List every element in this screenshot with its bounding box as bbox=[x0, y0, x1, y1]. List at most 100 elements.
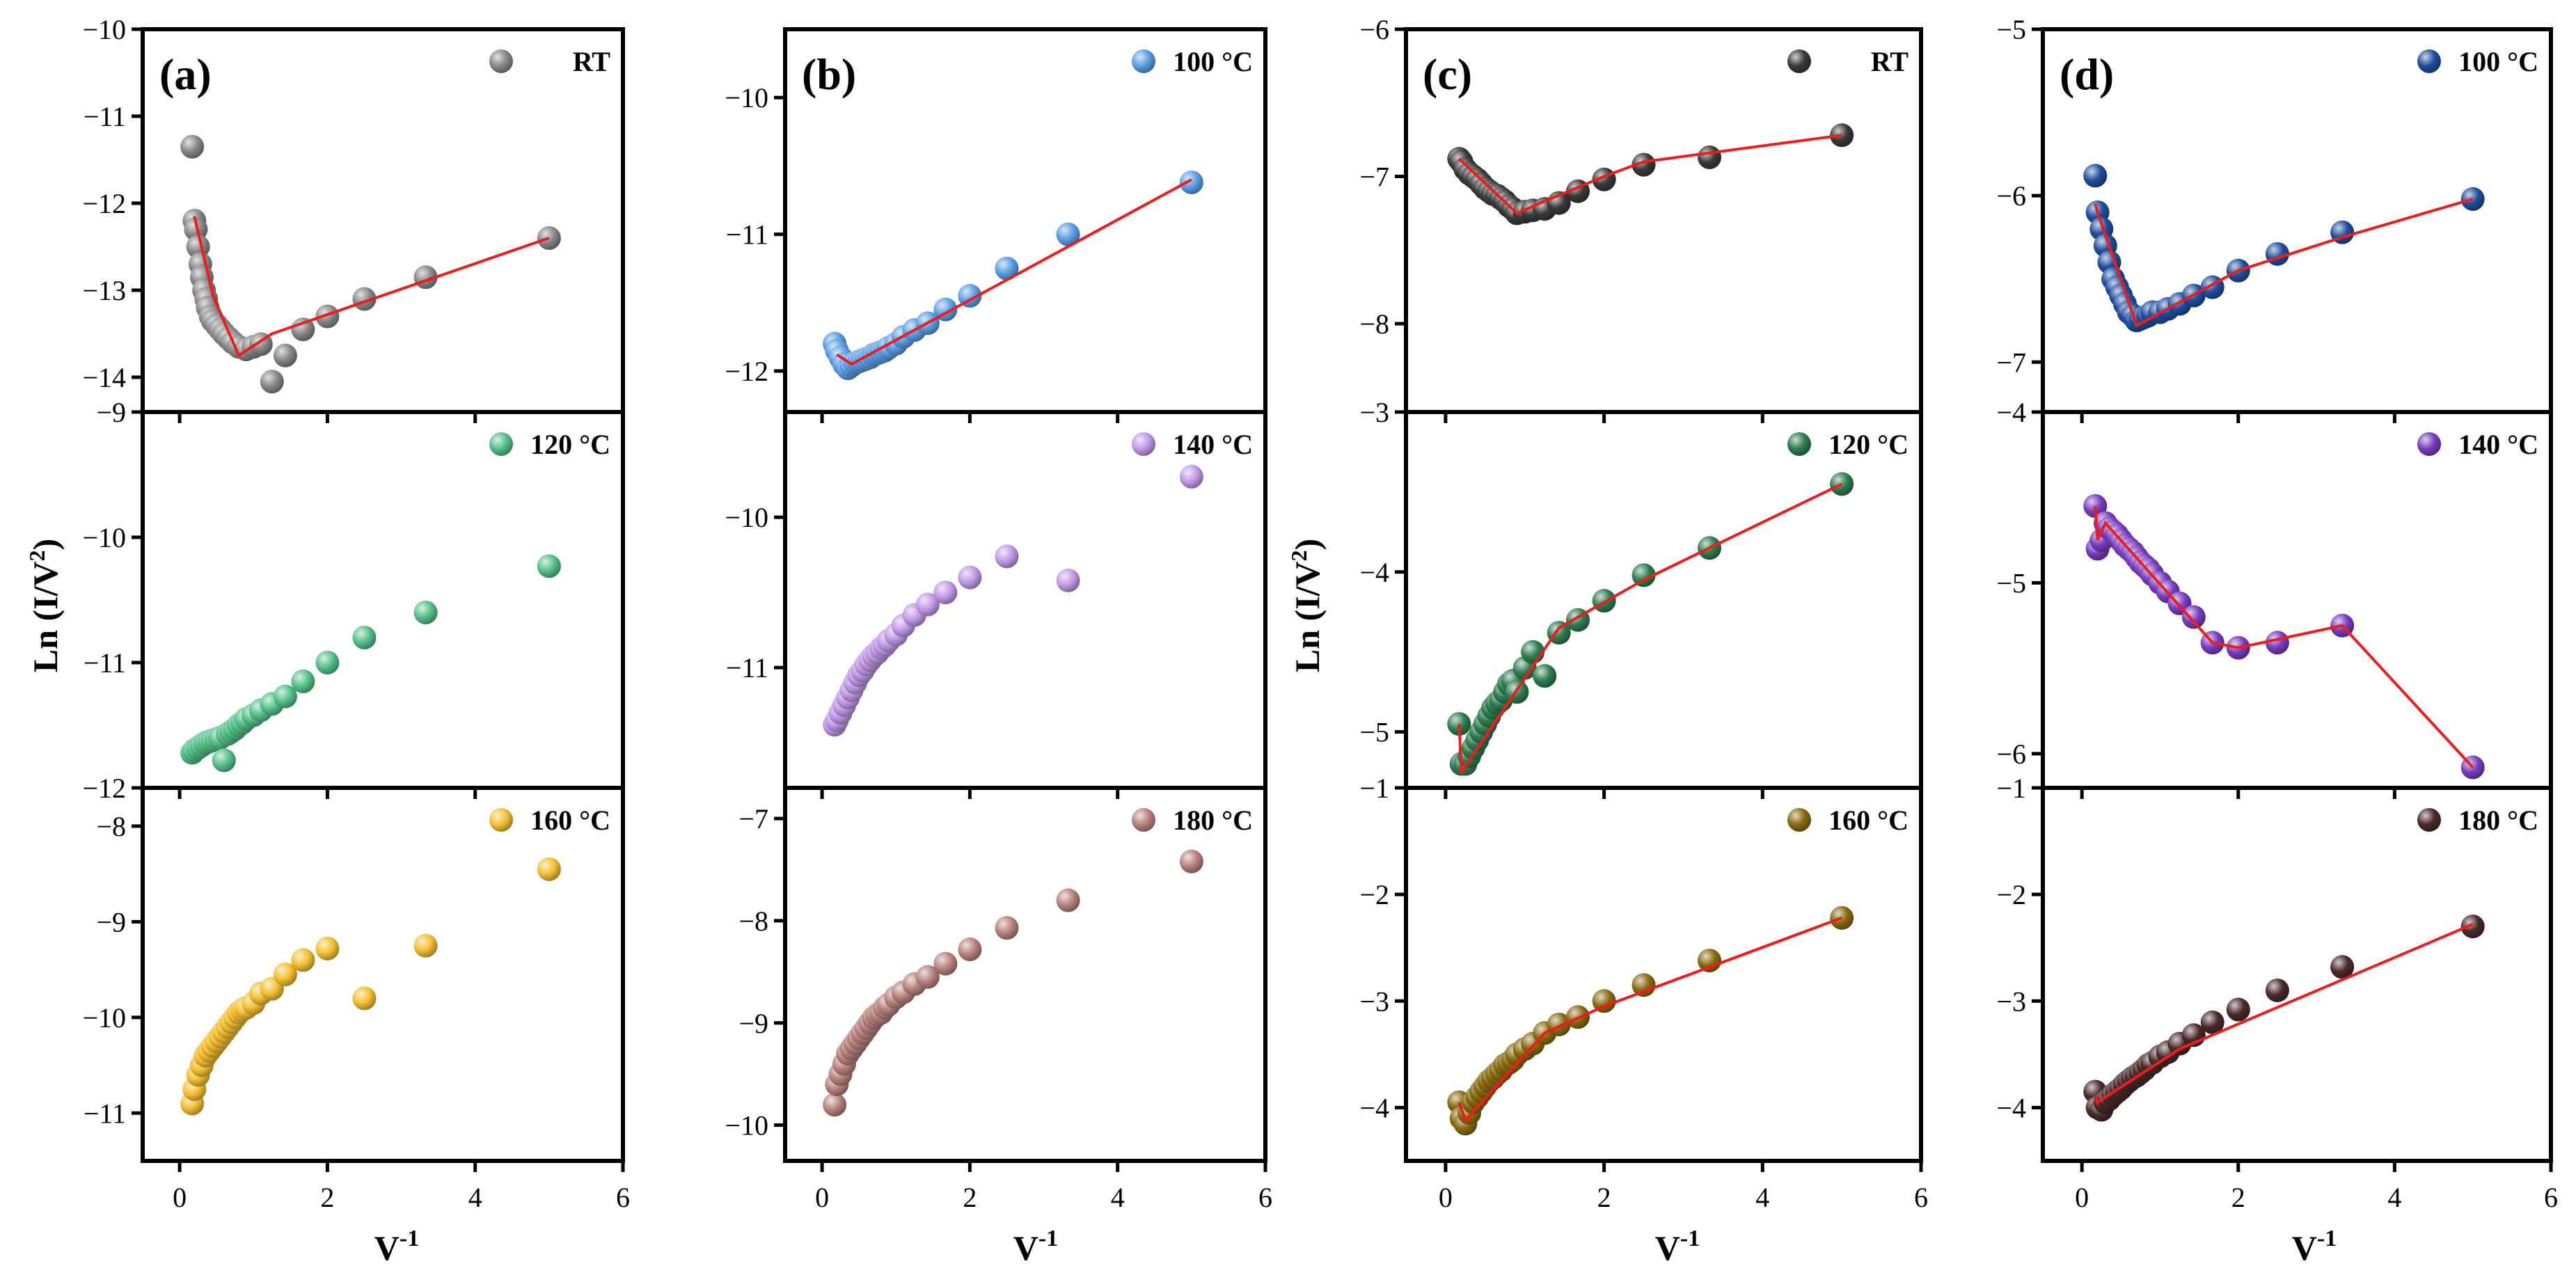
data-point bbox=[2265, 978, 2289, 1002]
x-tick-label: 2 bbox=[2231, 1182, 2245, 1213]
legend-label: 100 °C bbox=[1173, 46, 1253, 77]
legend-marker bbox=[489, 808, 513, 832]
y-tick-label: −6 bbox=[1996, 738, 2026, 770]
data-point bbox=[315, 936, 340, 960]
fit-line bbox=[1457, 916, 1842, 1123]
data-point bbox=[1447, 712, 1471, 736]
x-tick-label: 0 bbox=[2075, 1182, 2089, 1213]
data-point bbox=[212, 748, 236, 773]
y-tick-label: −10 bbox=[82, 522, 126, 553]
data-point bbox=[915, 965, 940, 989]
panel-label: (b) bbox=[802, 49, 856, 99]
y-tick-label: −9 bbox=[96, 397, 126, 428]
data-point bbox=[1592, 989, 1616, 1013]
y-tick-label: −1 bbox=[1996, 773, 2026, 804]
data-point bbox=[273, 343, 297, 367]
data-point bbox=[995, 544, 1019, 569]
legend-label: 160 °C bbox=[1828, 805, 1909, 836]
data-point bbox=[958, 565, 982, 589]
data-point bbox=[2226, 997, 2250, 1022]
legend-label: 140 °C bbox=[1173, 429, 1253, 460]
data-point bbox=[933, 580, 958, 605]
x-axis-title-d: V-1 bbox=[2292, 1226, 2337, 1267]
fit-line bbox=[2094, 505, 2474, 768]
y-tick-label: −12 bbox=[82, 773, 126, 804]
legend-marker bbox=[1132, 432, 1155, 456]
x-tick-label: 4 bbox=[2387, 1182, 2401, 1213]
y-tick-label: −4 bbox=[1359, 557, 1389, 588]
y-tick-label: −1 bbox=[1359, 773, 1389, 804]
data-point bbox=[1631, 973, 1656, 997]
data-point bbox=[413, 933, 438, 958]
y-tick-label: −4 bbox=[1996, 397, 2026, 428]
x-tick-label: 0 bbox=[173, 1182, 187, 1213]
y-tick-label: −7 bbox=[738, 803, 768, 834]
y-tick-label: −3 bbox=[1359, 986, 1389, 1017]
y-tick-label: −10 bbox=[82, 14, 126, 45]
x-tick-label: 2 bbox=[320, 1182, 334, 1213]
plot-frame bbox=[141, 786, 625, 1163]
y-tick-label: −4 bbox=[1996, 1092, 2026, 1123]
data-point bbox=[291, 317, 315, 342]
data-point bbox=[823, 1093, 847, 1117]
legend-label: RT bbox=[573, 46, 610, 77]
y-tick-label: −11 bbox=[84, 1098, 126, 1129]
legend-label: 140 °C bbox=[2458, 429, 2538, 460]
data-point bbox=[537, 857, 561, 881]
panel-0-0: −14 −13 −12 −11 −10 (a) RT bbox=[82, 14, 625, 423]
legend-marker bbox=[1132, 49, 1155, 73]
y-tick-label: −14 bbox=[82, 362, 126, 393]
data-point bbox=[2460, 915, 2485, 939]
x-axis-title-a: V-1 bbox=[374, 1226, 419, 1267]
data-point bbox=[2200, 1010, 2225, 1034]
legend-label: 100 °C bbox=[2458, 46, 2538, 77]
legend-marker bbox=[489, 432, 513, 456]
panel-3-0: −7 −6 −5 (d) 100 °C bbox=[1996, 14, 2553, 423]
data-point bbox=[273, 963, 297, 986]
data-point bbox=[995, 916, 1019, 940]
data-point bbox=[933, 951, 958, 976]
data-point bbox=[1592, 589, 1616, 613]
panel-1-2: −10 −9 −8 −7 0 2 4 6 180 °C bbox=[725, 786, 1272, 1213]
legend-marker bbox=[2417, 49, 2441, 73]
fit-line bbox=[1457, 134, 1842, 215]
data-point bbox=[1056, 568, 1080, 592]
y-tick-label: −8 bbox=[738, 905, 768, 937]
y-tick-label: −10 bbox=[82, 1002, 126, 1034]
y-tick-label: −13 bbox=[82, 275, 126, 306]
data-point bbox=[2181, 605, 2206, 629]
y-axis-title-right: Ln (I/V2) bbox=[1286, 539, 1327, 672]
legend-marker bbox=[489, 49, 513, 73]
data-point bbox=[1631, 563, 1656, 587]
y-tick-label: −11 bbox=[726, 219, 768, 251]
y-tick-label: −12 bbox=[82, 188, 126, 219]
legend-marker bbox=[2417, 432, 2441, 456]
legend-label: 120 °C bbox=[1828, 429, 1909, 460]
y-tick-label: −5 bbox=[1359, 717, 1389, 748]
data-point bbox=[1533, 664, 1557, 688]
legend-marker bbox=[1787, 49, 1811, 73]
y-tick-label: −3 bbox=[1359, 397, 1389, 428]
panel-3-2: −4 −3 −2 −1 0 2 4 6 180 °C bbox=[1996, 773, 2558, 1213]
x-tick-label: 6 bbox=[616, 1182, 630, 1213]
panel-1-0: −12 −11 −10 (b) 100 °C bbox=[725, 27, 1267, 423]
data-point bbox=[413, 601, 438, 624]
data-point bbox=[273, 684, 297, 709]
fit-line bbox=[193, 216, 550, 358]
y-tick-label: −2 bbox=[1996, 879, 2026, 910]
data-point bbox=[180, 134, 205, 159]
y-tick-label: −10 bbox=[725, 1110, 768, 1141]
y-tick-label: −11 bbox=[84, 101, 126, 132]
plot-frame bbox=[2041, 410, 2553, 790]
plot-frame bbox=[1404, 786, 1923, 1163]
y-tick-label: −11 bbox=[84, 647, 126, 679]
y-tick-label: −3 bbox=[1996, 986, 2026, 1017]
x-tick-label: 4 bbox=[1111, 1182, 1125, 1213]
data-point bbox=[1179, 464, 1203, 489]
y-tick-label: −7 bbox=[1359, 161, 1389, 193]
data-point bbox=[2265, 631, 2289, 655]
legend-marker bbox=[1132, 808, 1155, 832]
y-tick-label: −10 bbox=[725, 502, 768, 533]
data-point bbox=[2083, 164, 2108, 188]
x-tick-label: 4 bbox=[468, 1182, 482, 1213]
